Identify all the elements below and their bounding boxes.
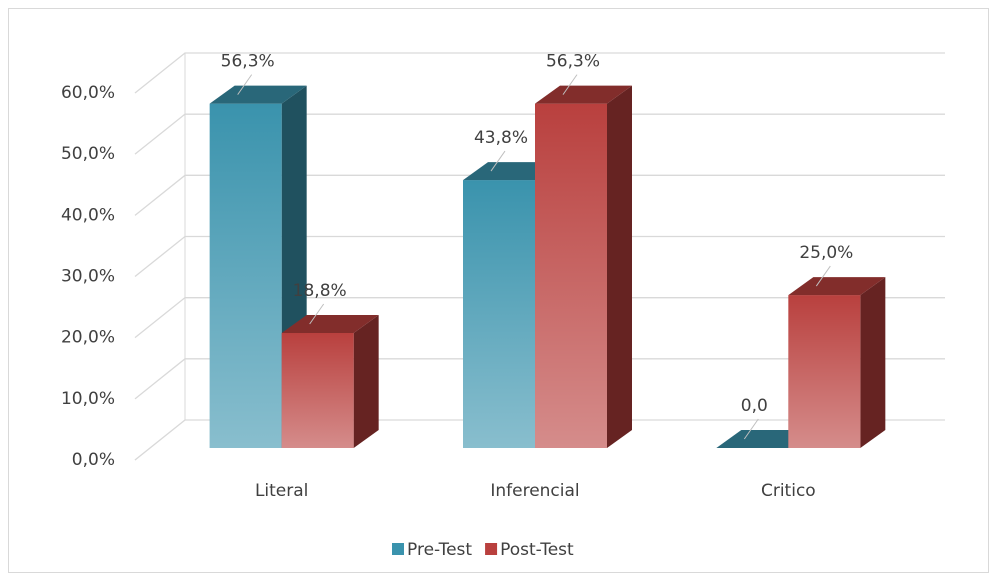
bar-top: [281, 315, 379, 334]
y-tick-label: 40,0%: [61, 205, 115, 225]
data-label: 56,3%: [221, 52, 275, 72]
bar: [281, 315, 379, 448]
data-label: 25,0%: [799, 243, 853, 263]
x-tick-label: Inferencial: [490, 481, 579, 501]
y-tick-label: 60,0%: [61, 83, 115, 103]
grid-line: [134, 52, 945, 94]
bar-shine: [463, 180, 535, 448]
bar: [535, 85, 632, 449]
legend-swatch: [392, 543, 404, 555]
grid-line: [134, 297, 945, 339]
label-leader: [743, 418, 759, 440]
label-leader: [815, 265, 831, 287]
bar: [788, 277, 886, 448]
bar-shine: [788, 295, 861, 448]
grid-line: [134, 113, 945, 155]
label-leader: [490, 150, 506, 172]
legend-label: Pre-Test: [407, 540, 472, 560]
label-leader: [237, 74, 253, 95]
data-label: 18,8%: [293, 281, 347, 301]
data-label: 56,3%: [546, 52, 600, 72]
bar-side: [860, 277, 886, 448]
bar-shine: [209, 103, 282, 449]
data-label: 0,0: [741, 396, 768, 416]
y-tick-label: 10,0%: [61, 389, 115, 409]
y-tick-label: 20,0%: [61, 328, 115, 348]
x-tick-label: Critico: [761, 481, 816, 501]
x-tick-label: Literal: [255, 481, 308, 501]
grid-line: [134, 358, 945, 400]
bar-shine: [281, 333, 354, 448]
grid-line: [134, 174, 945, 216]
grid-line: [134, 419, 945, 461]
y-tick-label: 0,0%: [72, 450, 115, 470]
legend-swatch: [485, 543, 498, 555]
label-leader: [309, 303, 325, 325]
y-tick-label: 50,0%: [61, 144, 115, 164]
legend-label: Post-Test: [500, 540, 574, 560]
bar-top: [209, 85, 307, 104]
label-leader: [562, 74, 578, 95]
bar-side: [353, 315, 379, 448]
bar-top: [788, 277, 886, 296]
bar-side: [607, 85, 632, 449]
bar-shine: [535, 103, 607, 449]
bar-top: [535, 85, 632, 104]
grid-line: [134, 235, 945, 278]
data-label: 43,8%: [474, 128, 528, 148]
y-tick-label: 30,0%: [61, 267, 115, 287]
